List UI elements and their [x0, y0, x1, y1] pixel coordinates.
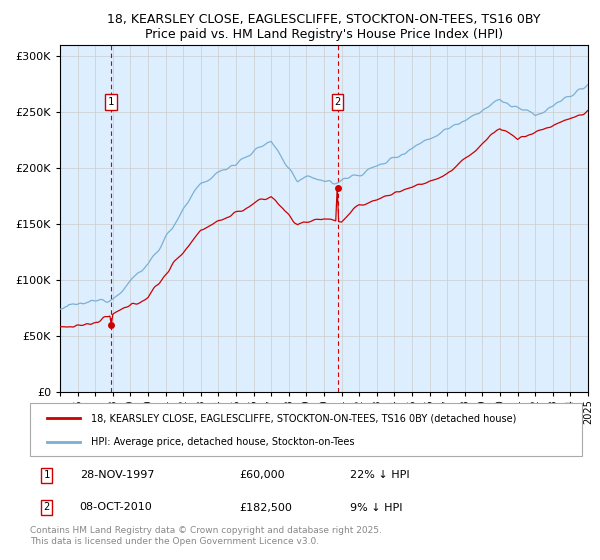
Text: Contains HM Land Registry data © Crown copyright and database right 2025.
This d: Contains HM Land Registry data © Crown c… [30, 526, 382, 546]
Text: £182,500: £182,500 [240, 502, 293, 512]
Text: 28-NOV-1997: 28-NOV-1997 [80, 470, 154, 480]
Text: 1: 1 [108, 97, 115, 107]
Text: 1: 1 [43, 470, 50, 480]
Text: 22% ↓ HPI: 22% ↓ HPI [350, 470, 410, 480]
Text: HPI: Average price, detached house, Stockton-on-Tees: HPI: Average price, detached house, Stoc… [91, 436, 354, 446]
Text: 08-OCT-2010: 08-OCT-2010 [80, 502, 152, 512]
Text: 2: 2 [334, 97, 341, 107]
Text: 18, KEARSLEY CLOSE, EAGLESCLIFFE, STOCKTON-ON-TEES, TS16 0BY (detached house): 18, KEARSLEY CLOSE, EAGLESCLIFFE, STOCKT… [91, 413, 516, 423]
Text: 9% ↓ HPI: 9% ↓ HPI [350, 502, 403, 512]
Title: 18, KEARSLEY CLOSE, EAGLESCLIFFE, STOCKTON-ON-TEES, TS16 0BY
Price paid vs. HM L: 18, KEARSLEY CLOSE, EAGLESCLIFFE, STOCKT… [107, 13, 541, 41]
Text: £60,000: £60,000 [240, 470, 286, 480]
Text: 2: 2 [43, 502, 50, 512]
FancyBboxPatch shape [30, 403, 582, 456]
